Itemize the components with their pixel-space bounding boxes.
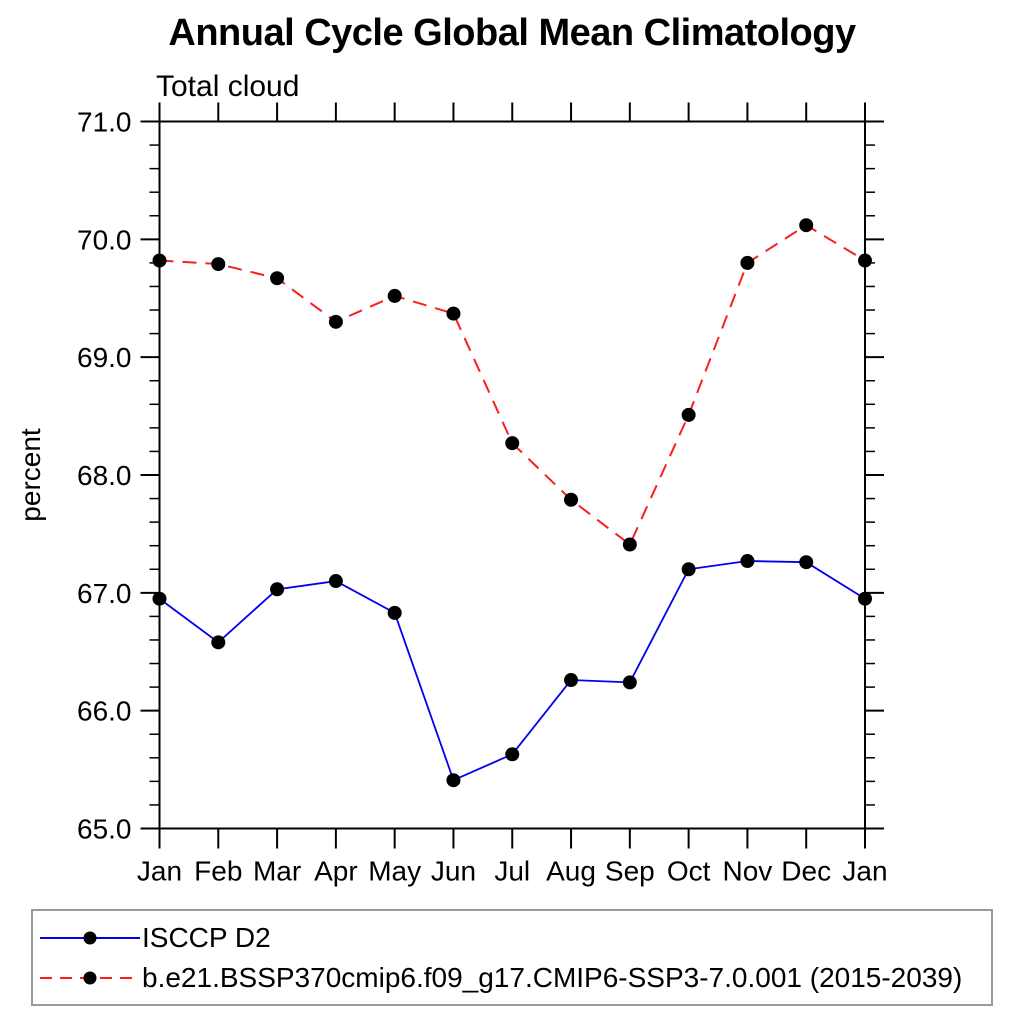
x-tick-label: Nov <box>723 856 773 887</box>
y-tick-label: 67.0 <box>77 578 132 609</box>
data-point-marker <box>681 562 696 577</box>
data-point-marker <box>799 218 814 233</box>
y-tick-label: 65.0 <box>77 814 132 845</box>
data-point-marker <box>152 591 167 606</box>
data-point-marker <box>505 436 520 451</box>
data-point-marker <box>328 314 343 329</box>
x-tick-label: Oct <box>667 856 711 887</box>
data-point-marker <box>387 605 402 620</box>
legend-label-model-run: b.e21.BSSP370cmip6.f09_g17.CMIP6-SSP3-7.… <box>142 961 963 993</box>
data-point-marker <box>270 271 285 286</box>
data-point-marker <box>564 492 579 507</box>
data-point-marker <box>387 288 402 303</box>
y-tick-label: 69.0 <box>77 342 132 373</box>
data-point-marker <box>858 591 872 606</box>
x-tick-label: May <box>368 856 421 887</box>
x-tick-label: Apr <box>314 856 358 887</box>
legend-item-isccp-d2: ISCCP D2 <box>33 918 991 958</box>
x-tick-label: Jan <box>842 856 887 887</box>
data-point-marker <box>446 773 461 788</box>
legend-marker-dot <box>83 931 97 944</box>
x-tick-label: Jan <box>137 856 182 887</box>
data-point-marker <box>211 635 226 650</box>
data-point-marker <box>505 747 520 762</box>
y-tick-label: 71.0 <box>77 107 132 138</box>
legend-label-isccp-d2: ISCCP D2 <box>142 921 271 953</box>
data-point-marker <box>858 253 872 268</box>
chart-plot-area: 65.0 66.0 67.0 68.0 69.0 70.0 71.0 Jan Feb Mar Apr… <box>15 102 888 887</box>
x-tick-label: Aug <box>546 856 596 887</box>
data-point-marker <box>270 582 285 597</box>
x-tick-label: Mar <box>253 856 301 887</box>
data-point-marker <box>211 257 226 272</box>
series-line-1 <box>159 224 866 547</box>
legend-swatch-solid-line <box>40 931 140 944</box>
data-point-marker <box>328 574 343 589</box>
legend-marker-dot <box>83 971 97 984</box>
data-point-marker <box>681 407 696 422</box>
chart-subtitle: Total cloud <box>156 70 300 103</box>
legend-item-model-run: b.e21.BSSP370cmip6.f09_g17.CMIP6-SSP3-7.… <box>33 958 991 998</box>
y-tick-label: 68.0 <box>77 460 132 491</box>
data-point-marker <box>152 253 167 268</box>
plot-border <box>158 120 866 830</box>
y-tick-label: 70.0 <box>77 224 132 255</box>
data-point-marker <box>740 554 755 569</box>
x-tick-label: Sep <box>605 856 655 887</box>
x-tick-label: Feb <box>194 856 242 887</box>
y-tick-label: 66.0 <box>77 696 132 727</box>
x-tick-label: Jul <box>494 856 530 887</box>
data-point-marker <box>564 673 579 688</box>
data-point-marker <box>740 255 755 270</box>
legend-box: ISCCP D2 b.e21.BSSP370cmip6.f09_g17.CMIP… <box>31 909 993 1006</box>
x-tick-label: Jun <box>431 856 476 887</box>
chart-title: Annual Cycle Global Mean Climatology <box>168 12 856 54</box>
data-point-marker <box>799 555 814 570</box>
y-axis-label: percent <box>15 428 46 522</box>
data-point-marker <box>446 306 461 321</box>
data-point-marker <box>622 675 637 690</box>
legend-swatch-dashed-line <box>40 971 140 984</box>
data-point-marker <box>622 537 637 552</box>
x-tick-label: Dec <box>781 856 831 887</box>
